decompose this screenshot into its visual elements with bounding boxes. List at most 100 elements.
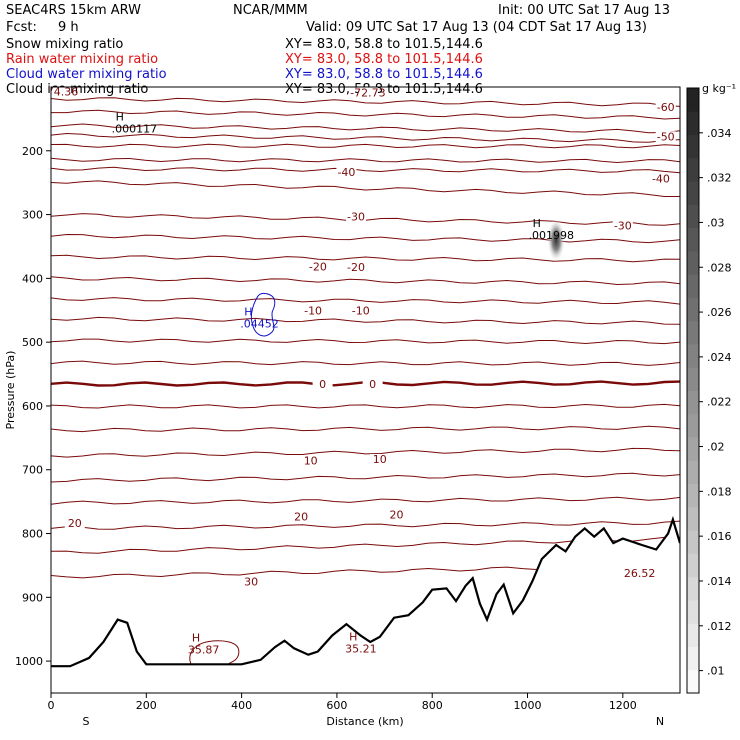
north-endpoint: N	[656, 715, 664, 728]
colorbar-swatch	[687, 413, 699, 438]
contour-label: -30	[347, 211, 365, 224]
legend-cloud-ice-label: Cloud ice mixing ratio	[6, 82, 148, 97]
contour-label: 0	[319, 378, 326, 391]
max-marker-h: H	[349, 630, 357, 643]
contour-label: 20	[294, 510, 308, 523]
fcst-value: 9 h	[58, 20, 79, 35]
y-tick-label: 1000	[15, 655, 43, 668]
colorbar-tick-label: .022	[707, 396, 732, 409]
y-tick-label: 200	[22, 145, 43, 158]
legend-cloud-water-xy: XY= 83.0, 58.8 to 101.5,144.6	[285, 67, 483, 82]
colorbar-tick-label: .02	[707, 441, 725, 454]
isotherm-line	[51, 157, 680, 164]
contour-label-bg	[612, 220, 633, 232]
isotherm-line	[51, 166, 680, 174]
isotherm-line	[51, 123, 680, 134]
legend-snow-xy: XY= 83.0, 58.8 to 101.5,144.6	[285, 37, 483, 52]
model-title: SEAC4RS 15km ARW	[6, 3, 141, 18]
contour-label: 20	[68, 517, 82, 530]
rain-contour	[189, 640, 240, 664]
contour-label: -10	[304, 304, 322, 317]
colorbar-swatch	[687, 530, 699, 554]
colorbar-tick-label: .01	[707, 665, 725, 678]
legend-snow-label: Snow mixing ratio	[6, 37, 123, 52]
isotherm-line	[51, 132, 680, 143]
colorbar-swatch	[687, 646, 699, 671]
isotherm-line	[51, 276, 680, 286]
contour-label-bg	[291, 511, 312, 523]
isotherm-line	[51, 254, 680, 263]
isotherm-line	[51, 338, 680, 345]
x-tick-label: 800	[422, 699, 443, 712]
y-tick-label: 800	[22, 528, 43, 541]
contour-label: -40	[337, 166, 355, 179]
colorbar-swatch	[687, 390, 699, 415]
x-tick-label: 600	[326, 699, 347, 712]
isotherm-line	[51, 316, 680, 325]
contour-label-bg	[312, 378, 333, 390]
colorbar-swatch	[687, 599, 699, 624]
colorbar-frame	[686, 87, 700, 694]
isotherm-line	[51, 403, 680, 409]
center-title: NCAR/MMM	[233, 3, 308, 18]
isotherm-line	[51, 425, 680, 433]
contour-label-bg	[336, 167, 357, 179]
colorbar-swatch	[687, 367, 699, 391]
colorbar-swatch	[687, 274, 699, 298]
contour-label-bg	[655, 101, 676, 113]
terrain-line	[51, 515, 680, 668]
colorbar-swatch	[687, 506, 699, 531]
contour-label: 10	[373, 453, 387, 466]
contour-label: 20	[389, 509, 403, 522]
max-value: 26.52	[624, 567, 656, 580]
colorbar-tick-label: .026	[707, 306, 732, 319]
isotherm-line	[51, 109, 680, 120]
x-tick-label: 200	[136, 699, 157, 712]
isotherm-line	[51, 496, 680, 505]
contour-label-bg	[655, 131, 676, 143]
colorbar-tick-label: .034	[707, 127, 732, 140]
contour-label-bg	[345, 211, 366, 223]
max-marker-h: H	[116, 110, 124, 123]
legend-cloud-water-label: Cloud water mixing ratio	[6, 67, 167, 82]
max-marker-h: H	[192, 632, 200, 645]
legend-rain-xy: XY= 83.0, 58.8 to 101.5,144.6	[285, 52, 483, 67]
isotherm-line	[51, 297, 680, 305]
contour-label: 30	[244, 576, 258, 589]
contour-label: -50	[657, 130, 675, 143]
contour-label: 10	[304, 454, 318, 467]
south-endpoint: S	[83, 715, 90, 728]
max-marker-h: H	[533, 217, 541, 230]
contour-label-bg	[345, 262, 366, 274]
colorbar-swatch	[687, 623, 699, 647]
isotherm-line	[51, 233, 680, 244]
isotherm-line	[51, 97, 680, 107]
contour-label-bg	[241, 576, 262, 588]
contour-label: -30	[614, 220, 632, 233]
colorbar-swatch	[687, 204, 699, 229]
colorbar: .01 .012 .014 .016 .018 .02 .022 .024 .026 .028 .0…	[686, 87, 732, 694]
contour-label-bg	[300, 455, 321, 467]
colorbar-swatch	[687, 250, 699, 275]
y-axis-label: Pressure (hPa)	[4, 351, 17, 430]
isotherm-line	[51, 472, 680, 483]
colorbar-tick-label: .028	[707, 261, 732, 274]
contour-label-bg	[362, 378, 383, 390]
x-tick-label: 1200	[609, 699, 637, 712]
x-tick-label: 400	[231, 699, 252, 712]
colorbar-swatch	[687, 669, 699, 694]
y-tick-label: 600	[22, 400, 43, 413]
colorbar-unit: g kg⁻¹	[702, 82, 736, 95]
isotherm-line	[51, 180, 680, 197]
colorbar-tick-label: .03	[707, 216, 725, 229]
contour-label: -74.36	[43, 86, 78, 99]
y-tick-label: 900	[22, 591, 43, 604]
colorbar-swatch	[687, 297, 699, 322]
colorbar-swatch	[687, 343, 699, 368]
isotherm-line	[51, 447, 680, 458]
colorbar-swatch	[687, 553, 699, 578]
contour-label: -20	[347, 261, 365, 274]
init-time: Init: 00 UTC Sat 17 Aug 13	[498, 3, 670, 18]
contour-label: -60	[657, 101, 675, 114]
colorbar-tick-label: .024	[707, 351, 732, 364]
